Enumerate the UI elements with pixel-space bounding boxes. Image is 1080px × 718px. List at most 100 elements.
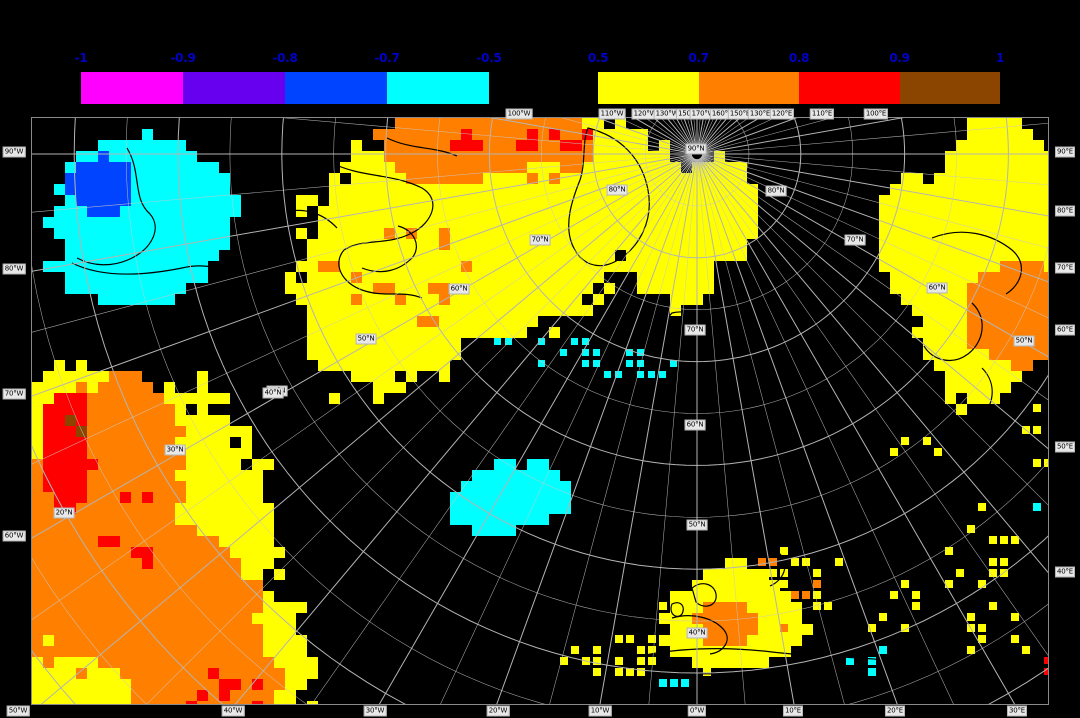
longitude-label-bottom: 30°E [1006, 705, 1028, 717]
meridian-fine-35 [700, 157, 1048, 506]
parallel-fine-45 [229, 118, 1048, 622]
meridian-0 [697, 159, 795, 704]
region-natl-subtropics-orange [32, 371, 285, 704]
meridian--50 [234, 157, 695, 704]
colorbar-tick: 0.8 [788, 51, 810, 65]
meridian-fine-85 [702, 122, 1048, 154]
coastline-segment-15 [671, 615, 728, 655]
coastline-segment-18 [977, 367, 993, 421]
meridian-fine-45 [701, 156, 1048, 401]
meridian-90 [702, 118, 905, 154]
coastline-segment-2 [331, 162, 434, 251]
colorbar-tick: 1 [995, 51, 1005, 65]
meridian-20 [699, 158, 1016, 704]
coastline-segment-9 [821, 444, 895, 507]
coastline-segment-13 [631, 648, 913, 665]
latitude-label: 70°N [844, 234, 866, 246]
meridian-fine--105 [282, 118, 692, 154]
colorbar-segment-1 [183, 72, 285, 104]
region-mid-atlantic-cyan [450, 459, 571, 536]
coastline-segment-7 [568, 127, 650, 267]
meridian--60 [40, 156, 694, 704]
colorbar-tick: -0.7 [374, 51, 400, 65]
region-siberia-west-yellow [879, 173, 945, 305]
graticule-fine-layer [32, 118, 1048, 704]
longitude-label-top: 100°E [863, 108, 889, 120]
longitude-label-top: 110°E [809, 108, 835, 120]
colorbar-tick: -1 [74, 51, 88, 65]
longitude-label-top: 120°E [769, 108, 795, 120]
negative-correlation-colorbar [81, 72, 489, 104]
region-canada-arctic-red [450, 129, 593, 151]
colorbar-tick: 0.9 [889, 51, 910, 65]
latitude-label: 70°N [684, 324, 706, 336]
coastline-segment-11 [691, 583, 717, 607]
coastline-segment-16 [931, 231, 1022, 295]
meridian--70 [32, 156, 693, 539]
parallel-fine-75 [541, 118, 853, 310]
coastline-segment-3 [338, 249, 423, 299]
meridian-fine--45 [311, 158, 695, 704]
longitude-label-right: 60°E [1054, 324, 1076, 336]
longitude-label-right: 90°E [1054, 146, 1076, 158]
coastline-segment-4 [281, 209, 338, 229]
meridian-fine-25 [699, 158, 1048, 656]
meridian-fine--5 [697, 159, 746, 704]
map-canvas [32, 118, 1048, 704]
meridian-10 [698, 158, 898, 704]
coastline-segment-10 [731, 541, 786, 587]
latitude-label: 40°N [262, 387, 284, 399]
colorbar-tick: 0.5 [587, 51, 609, 65]
longitude-label-top: 100°W [505, 108, 533, 120]
longitude-label-top: 110°W [598, 108, 626, 120]
meridian--20 [599, 159, 697, 704]
longitude-label-bottom: 20°E [884, 705, 906, 717]
region-europe-red [1044, 657, 1048, 675]
coastline-segment-0 [76, 147, 156, 266]
coastline-segment-12 [670, 602, 684, 617]
latitude-label: 50°N [355, 333, 377, 345]
coastline-segment-1 [71, 262, 243, 279]
polar-stereographic-map [31, 117, 1049, 705]
meridian-60 [701, 155, 1048, 283]
latitude-label: 40°N [686, 627, 708, 639]
longitude-label-right: 40°E [1054, 566, 1076, 578]
meridian-fine--95 [32, 154, 692, 213]
coastline-layer [71, 127, 1022, 697]
meridian-fine-75 [702, 154, 1048, 186]
longitude-label-bottom: 50°W [6, 705, 30, 717]
colorbar-tick: 0.7 [688, 51, 709, 65]
meridian-fine--15 [648, 159, 697, 704]
colorbar-segment-0 [81, 72, 183, 104]
longitude-label-right: 50°E [1054, 441, 1076, 453]
meridian-fine-55 [701, 155, 1048, 318]
latitude-label: 80°N [606, 184, 628, 196]
meridian-70 [702, 154, 1048, 217]
colorbar-tick: -0.5 [476, 51, 502, 65]
coastline-segment-17 [923, 302, 983, 362]
region-alaska-blue [65, 151, 131, 217]
longitude-label-bottom: 0°W [687, 705, 707, 717]
colorbar-segment-3 [899, 72, 1000, 104]
region-natl-subtropics-brown [65, 415, 87, 437]
colorbar-segment-0 [598, 72, 699, 104]
longitude-label-bottom: 20°W [486, 705, 510, 717]
longitude-label-top: 130°E [747, 108, 773, 120]
meridian-fine--75 [32, 155, 693, 465]
meridian-fine--55 [146, 157, 694, 704]
meridian-fine--25 [549, 158, 696, 704]
colorbar-segment-2 [799, 72, 900, 104]
longitude-label-bottom: 30°W [363, 705, 387, 717]
latitude-label: 50°N [1013, 335, 1035, 347]
meridian-fine-15 [698, 158, 954, 704]
latitude-label: 30°N [164, 444, 186, 456]
latitude-label: 60°N [448, 283, 470, 295]
colorbar-segment-3 [387, 72, 489, 104]
colorbar-segment-1 [698, 72, 799, 104]
meridian-40 [700, 156, 1048, 450]
meridian-fine--85 [32, 155, 693, 333]
meridian-fine-5 [698, 158, 845, 704]
colorbar-tick: -0.8 [272, 51, 298, 65]
meridian--30 [496, 158, 696, 704]
